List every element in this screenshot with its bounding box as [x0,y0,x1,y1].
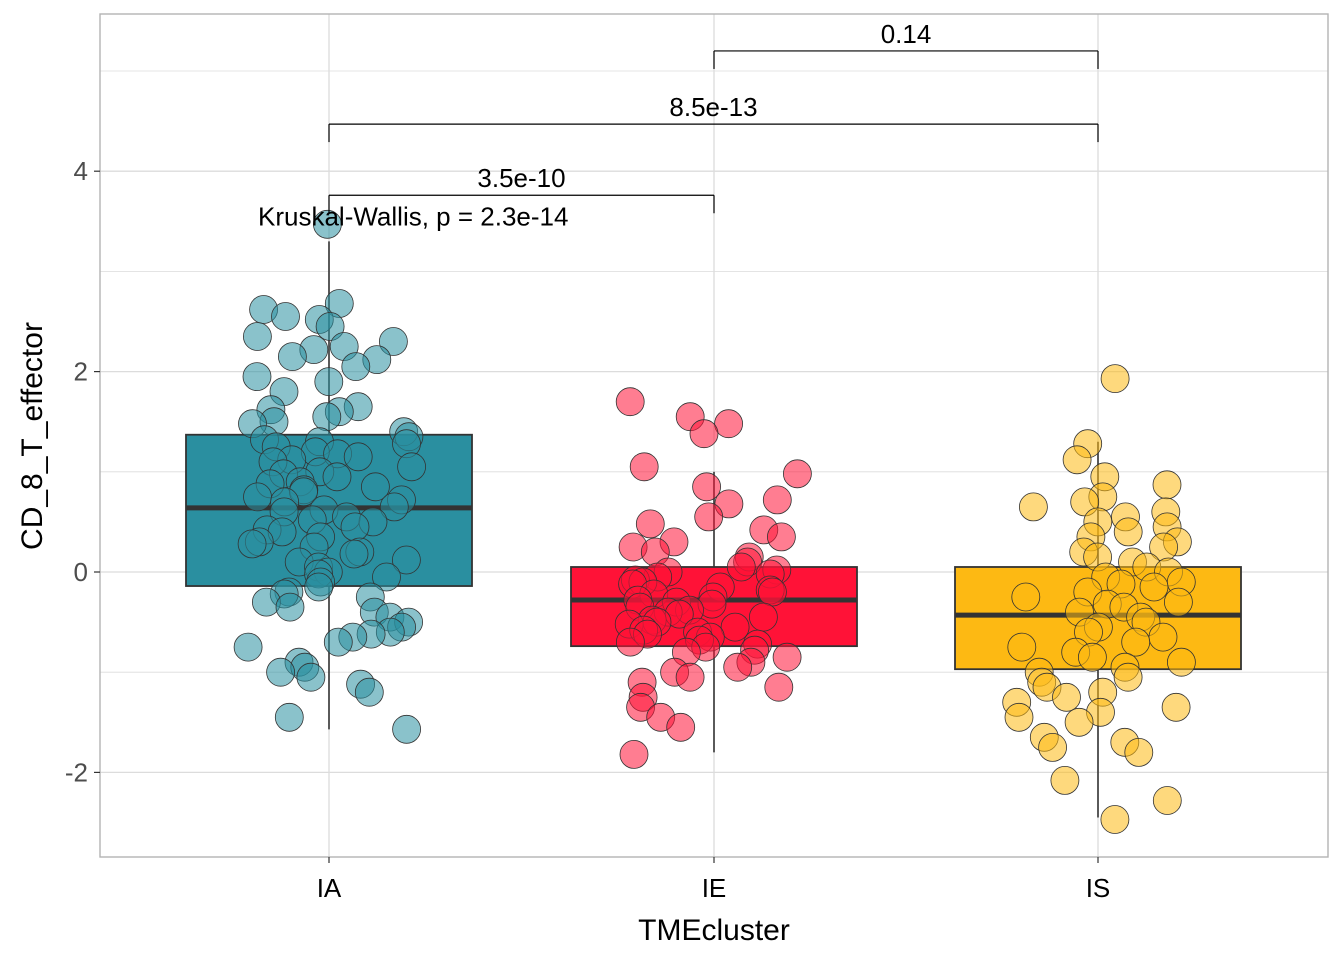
data-point [1113,517,1143,547]
data-point [762,485,792,515]
data-point [372,562,401,592]
data-point [341,352,371,382]
data-point [723,652,753,682]
data-point [720,612,750,642]
data-point [764,672,794,702]
p-value-label: 8.5e-13 [669,92,757,122]
p-value-label: 0.14 [881,19,932,49]
data-point [271,302,300,331]
data-point [1038,733,1067,762]
data-point [619,740,649,769]
data-point [323,627,353,657]
data-point [233,632,263,662]
data-point [714,489,744,519]
data-point [694,502,724,532]
data-point [1148,622,1178,652]
data-point [242,362,272,392]
data-point [1007,632,1037,662]
data-point [726,552,756,582]
x-tick-label: IA [317,873,342,903]
y-tick-label: 4 [74,156,88,186]
data-point [689,419,719,449]
y-tick-label: 2 [74,357,88,387]
data-point [616,627,645,657]
data-point [1167,647,1196,677]
data-point [666,712,696,742]
data-point [266,657,296,687]
data-point [1100,364,1130,394]
data-point [1004,702,1034,732]
data-point [314,367,344,397]
data-point [354,677,384,707]
data-point [392,714,422,744]
data-point [1152,786,1182,815]
data-point [296,662,326,692]
data-point [615,387,645,417]
x-tick-label: IE [702,873,727,903]
data-point [635,509,665,539]
data-point [312,209,342,239]
data-point [340,512,370,542]
data-point [1121,627,1151,657]
data-point [629,452,659,482]
data-point [1052,682,1081,712]
data-point [767,522,796,552]
data-point [343,442,373,472]
data-point [1124,738,1154,767]
data-point [783,459,812,489]
annotations: 0.14 8.5e-13 3.5e-10 Kruskal-Wallis, p = 2.… [258,19,1099,231]
data-point [379,492,409,522]
x-axis-title: TMEcluster [638,914,790,947]
y-tick-label: 0 [74,557,88,587]
data-point [312,402,342,432]
y-axis-title: CD_8_T_effector [16,322,49,550]
data-point [1050,766,1080,795]
data-point [277,342,307,372]
data-point [243,482,272,512]
data-point [1019,492,1048,522]
data-point [315,312,345,341]
data-point [675,662,705,692]
data-point [274,702,304,732]
data-point [391,545,421,575]
data-point [275,592,305,622]
data-point [339,539,369,569]
data-point [242,322,272,351]
data-point [237,529,267,559]
data-point [1164,587,1193,617]
data-point [1161,692,1191,722]
data-point [758,577,787,607]
data-point [692,472,721,502]
data-point [1139,572,1169,602]
data-point [1113,662,1143,692]
data-point [378,327,408,356]
data-point [1011,582,1041,612]
y-tick-label: -2 [65,757,88,787]
axes: -2 0 2 4 IA IE IS [65,156,1110,903]
data-point [322,462,352,492]
data-point [304,572,334,602]
data-point [1100,805,1130,834]
data-point [1064,707,1094,737]
data-point [1078,642,1107,672]
p-value-label: 3.5e-10 [477,163,565,193]
data-point [1152,470,1182,500]
data-point [1062,445,1092,475]
data-point [251,587,281,617]
data-point [772,642,802,672]
data-point [749,602,778,632]
kruskal-wallis-label: Kruskal-Wallis, p = 2.3e-14 [258,201,568,231]
x-tick-label: IS [1086,873,1111,903]
data-points [233,209,1196,834]
data-point [360,472,390,502]
data-point [714,409,743,439]
data-point [397,452,427,482]
